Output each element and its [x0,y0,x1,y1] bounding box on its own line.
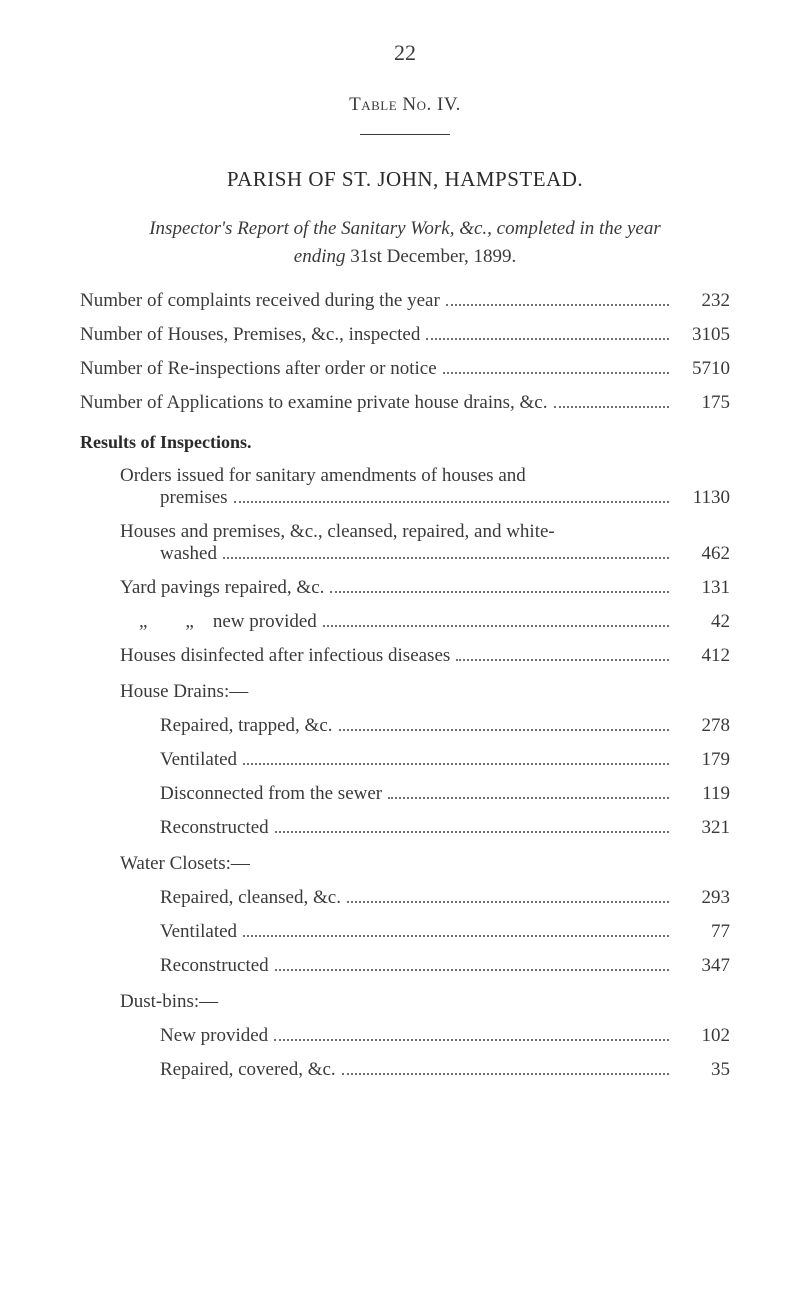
simple-results: Yard pavings repaired, &c. 131 „ „ new pr… [80,577,730,667]
water-closets-header: Water Closets:— [80,853,730,875]
entry-value: 35 [675,1059,730,1081]
entry-value: 1130 [675,487,730,509]
entry-row: „ „ new provided 42 [80,611,730,633]
entry-value: 131 [675,577,730,599]
entry-label: New provided [160,1025,268,1047]
leader-dots [347,901,669,903]
leader-dots [426,338,669,340]
leader-dots [243,935,669,937]
entry-value: 5710 [675,358,730,380]
entry-label: Yard pavings repaired, &c. [120,577,324,599]
leader-dots [275,831,669,833]
dust-bins-header: Dust-bins:— [80,991,730,1013]
entry-row: washed 462 [80,543,730,565]
dust-bins-entries: New provided 102 Repaired, covered, &c. 35 [80,1025,730,1081]
subtitle-line2: ending 31st December, 1899. [80,246,730,268]
entry-value: 347 [675,955,730,977]
entry-row: Disconnected from the sewer 119 [80,783,730,805]
table-number: Table No. IV. [80,94,730,116]
subtitle-ending: ending [294,246,350,267]
entry-label: Ventilated [160,921,237,943]
entry-row-line1: Orders issued for sanitary amendments of… [80,465,730,487]
leader-dots [443,372,669,374]
entry-label: Number of Houses, Premises, &c., inspect… [80,324,420,346]
entry-label: Houses and premises, &c., cleansed, repa… [120,521,555,543]
entry-row: Number of complaints received during the… [80,290,730,312]
leader-dots [243,763,669,765]
entry-label: Number of complaints received during the… [80,290,440,312]
entry-row: Number of Houses, Premises, &c., inspect… [80,324,730,346]
entry-value: 462 [675,543,730,565]
entry-value: 119 [675,783,730,805]
entry-value: 77 [675,921,730,943]
entry-label: „ „ new provided [120,611,317,633]
leader-dots [388,797,669,799]
leader-dots [339,729,669,731]
entry-row: Ventilated 77 [80,921,730,943]
entry-label: Repaired, trapped, &c. [160,715,333,737]
leader-dots [275,969,669,971]
entry-row: Repaired, covered, &c. 35 [80,1059,730,1081]
entry-value: 3105 [675,324,730,346]
main-heading: PARISH OF ST. JOHN, HAMPSTEAD. [80,167,730,192]
entry-label: Repaired, cleansed, &c. [160,887,341,909]
leader-dots [330,591,669,593]
entry-row: Yard pavings repaired, &c. 131 [80,577,730,599]
entry-row: premises 1130 [80,487,730,509]
entry-value: 293 [675,887,730,909]
subtitle-line1: Inspector's Report of the Sanitary Work,… [80,218,730,240]
leader-dots [446,304,669,306]
house-drains-entries: Repaired, trapped, &c. 278 Ventilated 179 Di… [80,715,730,839]
entry-label: Disconnected from the sewer [160,783,382,805]
entry-label: Repaired, covered, &c. [160,1059,336,1081]
leader-dots [234,501,669,503]
leader-dots [342,1073,669,1075]
leader-dots [323,625,669,627]
entry-value: 42 [675,611,730,633]
entry-row: New provided 102 [80,1025,730,1047]
entry-label: Ventilated [160,749,237,771]
main-entries: Number of complaints received during the… [80,290,730,414]
leader-dots [554,406,670,408]
entry-label: Number of Re-inspections after order or … [80,358,437,380]
leader-dots [274,1039,669,1041]
entry-label: premises [160,487,228,509]
entry-value: 278 [675,715,730,737]
entry-value: 179 [675,749,730,771]
entry-label: Number of Applications to examine privat… [80,392,548,414]
entry-row: Reconstructed 321 [80,817,730,839]
entry-value: 102 [675,1025,730,1047]
entry-value: 175 [675,392,730,414]
entry-row-line1: Houses and premises, &c., cleansed, repa… [80,521,730,543]
leader-dots [223,557,669,559]
results-multiline: Orders issued for sanitary amendments of… [80,465,730,565]
entry-row: Number of Re-inspections after order or … [80,358,730,380]
entry-row: Ventilated 179 [80,749,730,771]
entry-label: Orders issued for sanitary amendments of… [120,465,526,487]
entry-value: 232 [675,290,730,312]
entry-label: Houses disinfected after infectious dise… [120,645,450,667]
entry-label: Reconstructed [160,817,269,839]
entry-label: washed [160,543,217,565]
entry-row: Number of Applications to examine privat… [80,392,730,414]
house-drains-header: House Drains:— [80,681,730,703]
document-page: 22 Table No. IV. PARISH OF ST. JOHN, HAM… [0,0,800,1313]
leader-dots [456,659,669,661]
entry-row: Reconstructed 347 [80,955,730,977]
entry-value: 321 [675,817,730,839]
results-header: Results of Inspections. [80,432,730,453]
subtitle-date: 31st December, 1899. [350,246,516,267]
section-divider [360,134,450,135]
entry-row: Houses disinfected after infectious dise… [80,645,730,667]
entry-row: Repaired, trapped, &c. 278 [80,715,730,737]
water-closets-entries: Repaired, cleansed, &c. 293 Ventilated 77 Re… [80,887,730,977]
entry-label: Reconstructed [160,955,269,977]
entry-value: 412 [675,645,730,667]
page-number: 22 [80,40,730,66]
entry-row: Repaired, cleansed, &c. 293 [80,887,730,909]
